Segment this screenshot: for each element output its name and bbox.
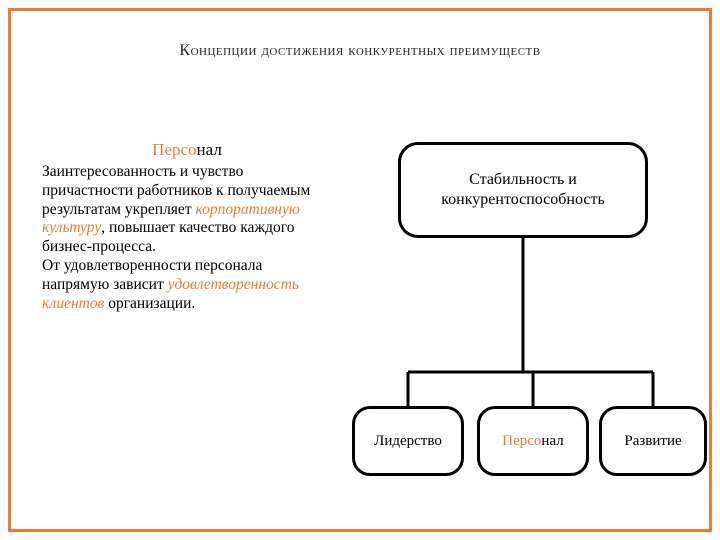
left-heading-rest: нал xyxy=(197,140,222,159)
child-node-personnel: Персонал xyxy=(477,406,589,476)
child-node-leadership: Лидерство xyxy=(352,406,464,476)
child-label-leadership: Лидерство xyxy=(374,433,442,450)
child-label-development: Развитие xyxy=(624,433,681,450)
top-node: Стабильность и конкурентоспособность xyxy=(398,142,648,238)
left-heading: Персонал xyxy=(42,140,332,161)
top-node-label: Стабильность и конкурентоспособность xyxy=(407,170,639,210)
slide: Концепции достижения конкурентных преиму… xyxy=(0,0,720,540)
left-heading-accent: Персо xyxy=(152,140,196,159)
child-label-personnel: Персонал xyxy=(502,433,563,450)
left-text-block: Персонал Заинтересованность и чувство пр… xyxy=(42,140,332,314)
left-body: Заинтересованность и чувство причастност… xyxy=(42,163,332,314)
child-node-development: Развитие xyxy=(599,406,707,476)
slide-title: Концепции достижения конкурентных преиму… xyxy=(0,42,720,60)
